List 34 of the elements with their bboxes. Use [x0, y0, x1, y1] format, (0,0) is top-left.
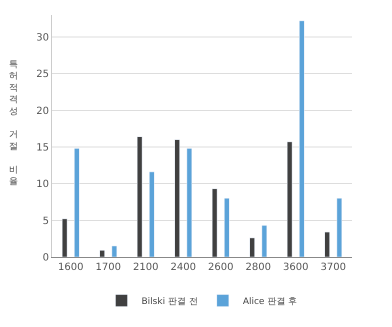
- x-tick-label: 1600: [58, 262, 84, 273]
- y-tick-label: 20: [36, 106, 49, 117]
- y-tick-label: 30: [36, 32, 49, 44]
- x-tick-label: 2100: [133, 262, 158, 273]
- y-tick-label: 25: [36, 69, 49, 80]
- bar: [249, 238, 255, 257]
- x-tick-label: 3700: [320, 262, 346, 273]
- bar: [112, 246, 118, 257]
- y-tick-label: 0: [42, 252, 49, 264]
- text: 특허적격성 거절 비율: [9, 60, 18, 187]
- y-tick-label: 5: [42, 216, 49, 227]
- bar: [62, 218, 68, 257]
- bar: [299, 20, 305, 257]
- bar: [224, 198, 230, 257]
- y-tick-label: 10: [36, 179, 49, 190]
- bar: [74, 148, 80, 257]
- x-tick-label: 2400: [170, 262, 196, 273]
- bar: [149, 172, 155, 257]
- bar: [286, 142, 292, 257]
- bar: [186, 148, 192, 257]
- x-tick-label: 2800: [246, 262, 271, 273]
- x-tick-label: 1700: [96, 262, 121, 273]
- legend-label: Alice 판결 후: [242, 297, 298, 308]
- bar: [262, 225, 268, 257]
- legend-label: Bilski 판결 전: [142, 297, 198, 308]
- x-tick-label: 3600: [283, 262, 308, 273]
- bar: [212, 188, 218, 257]
- y-tick-label: 15: [36, 142, 49, 154]
- x-tick-label: 2600: [208, 262, 234, 273]
- bar: [174, 139, 180, 257]
- bar: [324, 232, 330, 257]
- bar: [336, 198, 342, 257]
- bar: [99, 250, 105, 257]
- bar: [136, 136, 142, 257]
